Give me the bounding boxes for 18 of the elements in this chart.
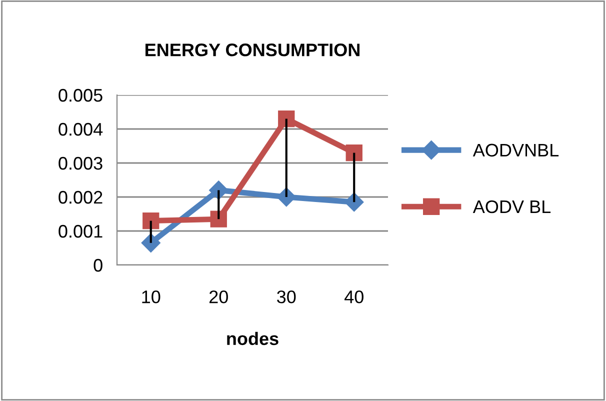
chart-title: ENERGY CONSUMPTION [146,44,360,56]
point [210,210,227,228]
x-tick-label: 30 [277,290,296,304]
legend-label: AODVNBL [472,144,559,157]
x-tick-label: 10 [142,290,160,304]
point [278,110,295,128]
point [142,212,160,230]
x-tick-label: 20 [209,290,228,304]
x-axis-title: nodes [227,332,278,346]
y-tick-label: 0.001 [58,224,102,238]
y-tick-label: 0.004 [58,122,103,136]
point [346,144,362,162]
y-tick-label: 0.002 [58,190,102,204]
x-tick-label: 40 [344,290,364,304]
y-tick-label: 0.005 [58,88,102,102]
legend-label: AODV BL [472,200,551,214]
y-tick-label: 0.003 [58,156,102,170]
y-tick-label: 0 [94,258,102,272]
